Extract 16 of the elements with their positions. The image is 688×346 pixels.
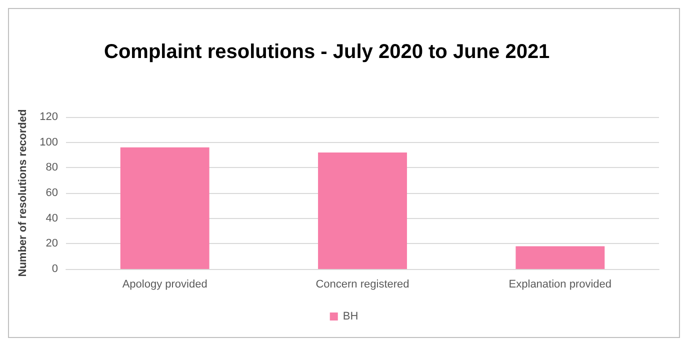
chart-title: Complaint resolutions - July 2020 to June 2021 xyxy=(104,41,550,63)
y-tick-label: 20 xyxy=(46,238,58,250)
y-tick-label: 40 xyxy=(46,212,58,224)
x-tick-label: Concern registered xyxy=(316,278,410,290)
x-tick-label: Explanation provided xyxy=(508,278,612,290)
y-tick-label: 80 xyxy=(46,162,58,174)
y-tick-label: 0 xyxy=(52,263,58,275)
x-tick-label: Apology provided xyxy=(122,278,208,290)
y-tick-label: 100 xyxy=(40,136,58,148)
y-tick-label: 60 xyxy=(46,187,58,199)
bar xyxy=(318,152,407,269)
bar xyxy=(120,147,210,269)
legend-label: BH xyxy=(342,310,358,322)
bar xyxy=(516,246,605,269)
y-axis-title: Number of resolutions recorded xyxy=(17,109,30,277)
y-tick-label: 120 xyxy=(40,111,58,123)
